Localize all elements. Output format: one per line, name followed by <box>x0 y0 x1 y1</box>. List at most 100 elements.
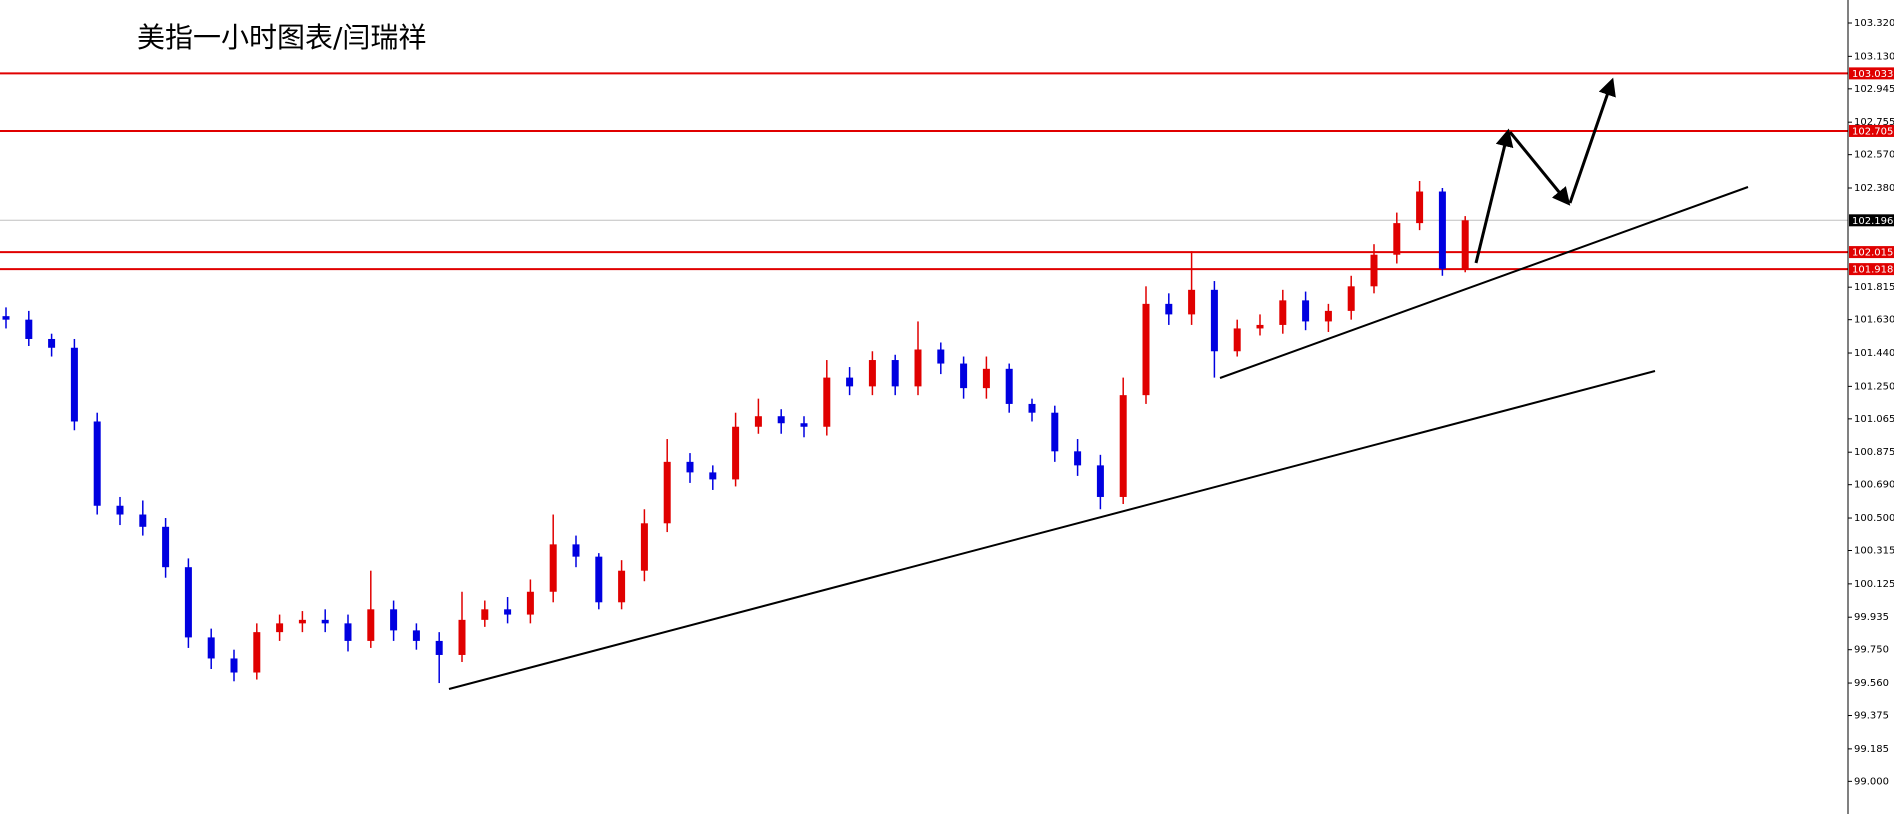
candle-body <box>412 630 420 641</box>
candle-body <box>1347 286 1355 311</box>
candle-body <box>481 609 489 620</box>
chart-title: 美指一小时图表/闫瑞祥 <box>137 21 426 54</box>
y-tick-label: 99.000 <box>1854 776 1889 787</box>
projection-arrow <box>1568 77 1616 204</box>
candle-body <box>1165 303 1173 315</box>
trend-line <box>1219 186 1749 379</box>
y-tick-label: 102.755 <box>1854 117 1894 128</box>
candle-body <box>321 619 329 624</box>
candle-body <box>891 360 899 387</box>
y-tick-label: 103.320 <box>1854 18 1894 29</box>
y-axis-labels: 103.320 103.130 102.945 102.755 102.570 102.3… <box>1848 18 1894 787</box>
y-tick-label: 101.250 <box>1854 381 1894 392</box>
candle-body <box>2 316 10 320</box>
y-tick-label: 101.815 <box>1854 282 1894 293</box>
candle-body <box>207 637 215 659</box>
candle-body <box>1393 223 1401 255</box>
candle-body <box>1461 220 1469 269</box>
level-box <box>1849 67 1894 80</box>
candle-body <box>1256 324 1264 329</box>
y-tick-label: 102.945 <box>1854 84 1894 95</box>
candle-body <box>184 567 192 638</box>
candle-body <box>960 363 968 389</box>
candle-body <box>48 338 56 348</box>
candle-body <box>686 461 694 473</box>
candle-body <box>1051 412 1059 452</box>
candle-body <box>276 623 284 633</box>
projection-arrow <box>1474 128 1514 264</box>
candle-body <box>139 514 147 527</box>
candles <box>2 180 1469 684</box>
candle-body <box>1096 465 1104 497</box>
level-label: 101.918 <box>1852 265 1893 276</box>
candle-body <box>1210 289 1218 352</box>
candle-body <box>777 416 785 424</box>
candle-body <box>390 609 398 631</box>
candle-body <box>1005 368 1013 404</box>
candle-body <box>754 416 762 427</box>
candle-body <box>709 472 717 480</box>
candle-body <box>298 619 306 624</box>
candle-body <box>25 319 33 339</box>
candle-body <box>504 609 512 615</box>
y-tick-label: 100.125 <box>1854 579 1894 590</box>
candle-body <box>595 556 603 603</box>
level-label: 102.015 <box>1852 248 1893 259</box>
projection-arrow <box>1508 131 1571 206</box>
last-price-label: 102.196 <box>1852 216 1893 227</box>
level-box <box>1849 124 1894 137</box>
candle-body <box>549 544 557 592</box>
candle-body <box>367 609 375 641</box>
candle-body <box>868 360 876 387</box>
candle-body <box>116 505 124 515</box>
y-tick-label: 101.440 <box>1854 348 1894 359</box>
candle-body <box>435 640 443 655</box>
y-tick-label: 100.690 <box>1854 480 1894 491</box>
y-tick-label: 102.380 <box>1854 183 1894 194</box>
candle-body <box>732 426 740 480</box>
candle-body <box>1188 289 1196 315</box>
candle-body <box>162 526 170 568</box>
trend-line <box>448 370 1656 690</box>
candle-body <box>1119 395 1127 497</box>
candle-body <box>800 423 808 427</box>
candle-body <box>1142 303 1150 396</box>
candle-body <box>458 619 466 655</box>
y-tick-label: 99.375 <box>1854 711 1889 722</box>
y-tick-label: 99.185 <box>1854 744 1889 755</box>
candle-body <box>914 349 922 387</box>
candle-body <box>1279 300 1287 325</box>
candle-body <box>230 658 238 673</box>
y-tick-label: 101.630 <box>1854 315 1894 326</box>
candle-body <box>663 461 671 524</box>
y-tick-label: 103.130 <box>1854 51 1894 62</box>
y-tick-label: 99.935 <box>1854 612 1889 623</box>
level-box <box>1849 246 1894 259</box>
candle-body <box>937 349 945 364</box>
candle-body <box>526 591 534 615</box>
candle-body <box>1416 191 1424 224</box>
candle-body <box>1302 300 1310 322</box>
y-tick-label: 102.570 <box>1854 150 1894 161</box>
candle-body <box>1324 310 1332 322</box>
candle-body <box>982 368 990 389</box>
level-box <box>1849 263 1894 276</box>
candle-body <box>823 377 831 427</box>
level-label: 103.033 <box>1852 69 1893 80</box>
candle-body <box>1233 328 1241 352</box>
y-tick-label: 100.875 <box>1854 447 1894 458</box>
y-tick-label: 99.750 <box>1854 645 1889 656</box>
candle-body <box>572 544 580 557</box>
candle-body <box>640 523 648 571</box>
y-tick-label: 100.315 <box>1854 546 1894 557</box>
candle-body <box>846 377 854 387</box>
levels <box>0 72 1848 271</box>
candle-body <box>70 347 78 422</box>
candle-body <box>344 623 352 641</box>
candle-body <box>93 421 101 506</box>
level-label: 102.705 <box>1852 126 1893 137</box>
candle-body <box>1438 191 1446 269</box>
last-price-box <box>1849 214 1894 227</box>
